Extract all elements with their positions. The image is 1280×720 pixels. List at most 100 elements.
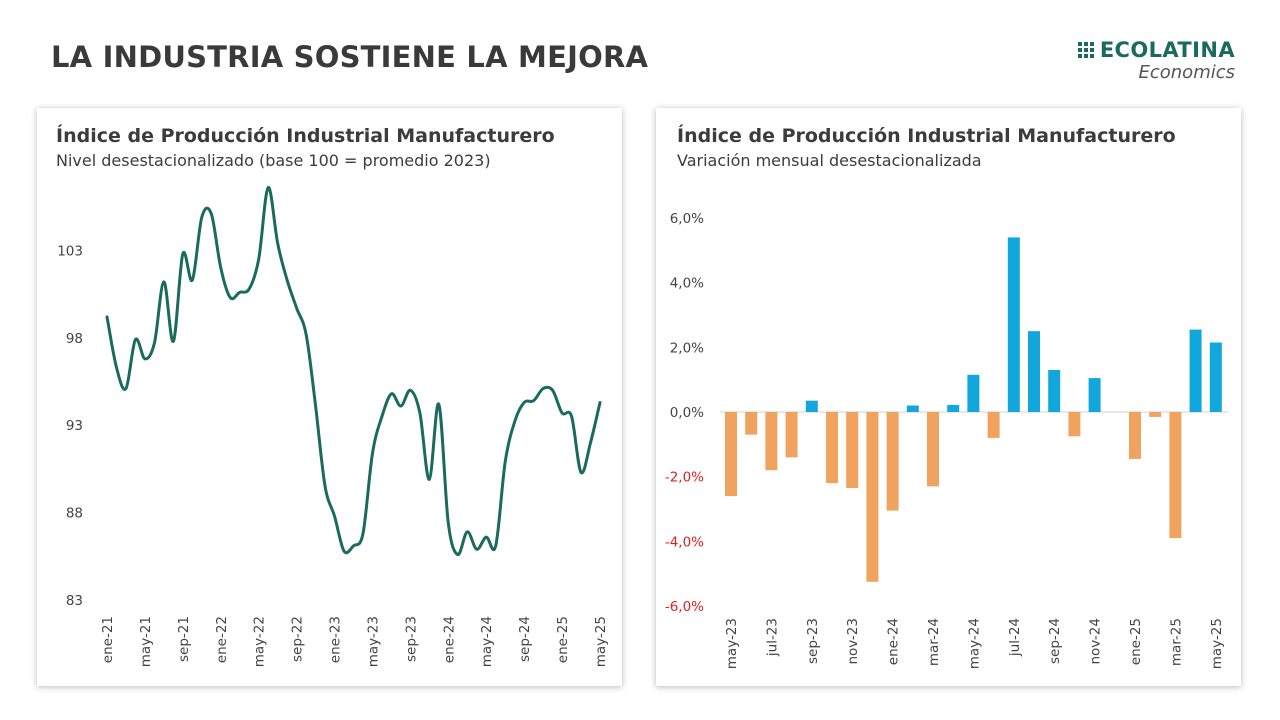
x-tick-label: ene-21: [100, 616, 116, 663]
x-tick-label: may-23: [365, 616, 381, 667]
bar-chart-subtitle: Variación mensual desestacionalizada: [677, 151, 982, 170]
bar: [1068, 412, 1081, 437]
line-point: [200, 216, 203, 219]
line-chart-title: Índice de Producción Industrial Manufact…: [56, 125, 555, 147]
x-tick-label: may-22: [252, 616, 268, 667]
x-tick-label: sep-24: [517, 616, 533, 662]
line-point: [324, 485, 327, 488]
line-point: [248, 287, 251, 290]
ecolatina-logo: ECOLATINA Economics: [1077, 38, 1235, 83]
bar: [785, 412, 798, 458]
line-point: [551, 389, 554, 392]
line-point: [532, 399, 535, 402]
line-point: [428, 478, 431, 481]
line-point: [513, 420, 516, 423]
bar: [1169, 412, 1182, 539]
x-tick-label: nov-23: [845, 618, 861, 665]
bar-chart-title: Índice de Producción Industrial Manufact…: [677, 125, 1176, 147]
bar: [1007, 237, 1020, 412]
x-tick-label: ene-22: [214, 616, 230, 663]
x-tick-label: mar-25: [1168, 618, 1184, 666]
bar: [947, 404, 960, 412]
y-tick-label: 4,0%: [670, 276, 704, 292]
x-tick-label: ene-25: [555, 616, 571, 663]
line-point: [125, 387, 127, 390]
page-title: LA INDUSTRIA SOSTIENE LA MEJORA: [51, 40, 649, 74]
x-tick-label: may-21: [138, 616, 154, 667]
bar: [1088, 378, 1101, 412]
x-tick-label: nov-24: [1088, 618, 1104, 665]
x-tick-label: sep-24: [1047, 618, 1063, 664]
line-point: [371, 452, 374, 455]
bar-chart: 6,0% 4,0% 2,0% 0,0% -2,0% -4,0% -6,0% may-23 jul…: [665, 211, 1228, 669]
line-point: [466, 530, 469, 533]
bar: [1209, 342, 1222, 412]
y-tick-label: 103: [57, 243, 83, 259]
y-tick-label: 93: [66, 418, 83, 434]
line-point: [257, 258, 260, 261]
bar: [1189, 329, 1202, 412]
line-point: [475, 548, 478, 551]
y-tick-label: 88: [66, 506, 83, 522]
line-point: [485, 536, 488, 539]
bar-chart-card: Índice de Producción Industrial Manufact…: [656, 108, 1241, 686]
logo-name: ECOLATINA: [1099, 38, 1235, 62]
bar: [805, 400, 818, 412]
logo-grid-icon: [1077, 42, 1094, 58]
line-point: [106, 315, 108, 318]
y-tick-label: -4,0%: [665, 534, 704, 550]
line-chart: 83 88 93 98 103 ene-21 may-21 sep-21 ene-22 may-2…: [57, 185, 609, 667]
line-chart-card: Índice de Producción Industrial Manufact…: [37, 108, 622, 686]
line-point: [437, 403, 440, 406]
y-tick-label: -6,0%: [665, 599, 704, 615]
y-tick-label: 2,0%: [670, 340, 704, 356]
line-point: [589, 441, 592, 444]
bar: [1028, 331, 1040, 412]
line-point: [267, 186, 270, 189]
line-point: [599, 401, 601, 404]
line-point: [276, 242, 279, 245]
line-point: [570, 415, 573, 418]
line-point: [162, 280, 165, 283]
bar: [927, 412, 939, 487]
line-point: [409, 389, 412, 392]
bar: [1149, 412, 1162, 417]
bar: [826, 412, 838, 484]
y-tick-label: 6,0%: [670, 211, 704, 227]
line-chart-subtitle: Nivel desestacionalizado (base 100 = pro…: [56, 151, 491, 170]
line-point: [456, 553, 459, 556]
x-tick-label: may-24: [479, 616, 495, 667]
line-point: [238, 291, 241, 294]
line-point: [523, 401, 526, 404]
line-point: [561, 412, 564, 414]
y-tick-label: -2,0%: [665, 470, 704, 486]
bar: [1048, 370, 1061, 412]
line-point: [580, 471, 582, 474]
line-point: [343, 550, 345, 553]
line-series-path: [105, 185, 602, 557]
x-tick-label: may-25: [1209, 618, 1225, 669]
x-tick-label: ene-24: [886, 618, 902, 665]
line-point: [305, 333, 308, 336]
bar: [866, 412, 879, 582]
x-tick-label: ene-24: [441, 616, 457, 663]
line-point: [362, 532, 364, 535]
line-point: [352, 544, 355, 547]
y-tick-label: 83: [66, 593, 83, 609]
x-tick-label: jul-24: [1007, 618, 1023, 657]
bar: [846, 412, 859, 488]
y-tick-label: 0,0%: [670, 405, 704, 421]
bar: [745, 412, 758, 435]
x-tick-label: sep-22: [290, 616, 306, 662]
x-tick-label: sep-23: [403, 616, 419, 662]
line-point: [115, 366, 118, 369]
bar: [967, 374, 980, 412]
x-tick-label: ene-23: [328, 616, 344, 663]
line-point: [380, 415, 383, 418]
bar: [906, 405, 919, 412]
line-point: [542, 387, 545, 390]
line-point: [418, 412, 421, 414]
line-point: [210, 212, 213, 215]
x-tick-label: mar-24: [926, 618, 942, 666]
line-point: [447, 522, 450, 525]
